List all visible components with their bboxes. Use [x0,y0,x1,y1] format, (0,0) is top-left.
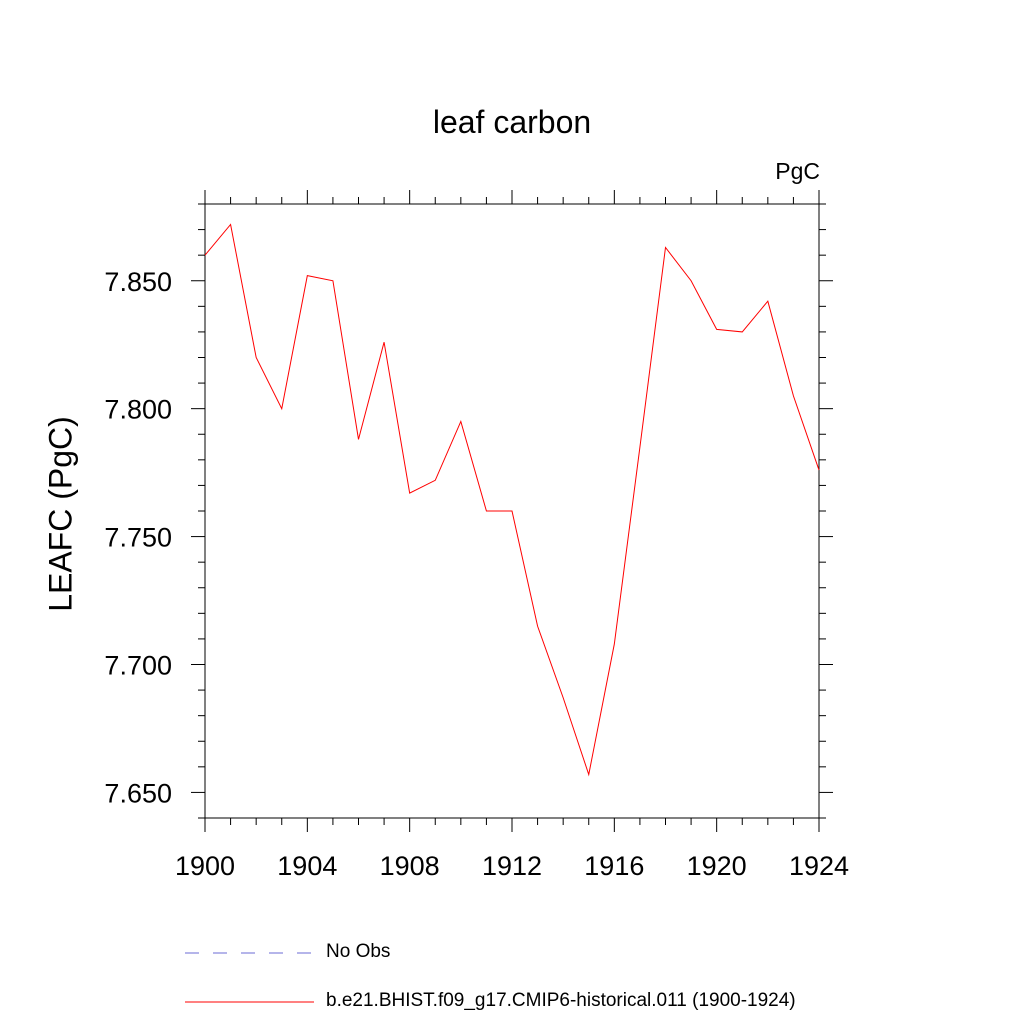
units-label: PgC [775,158,820,184]
x-tick-label: 1912 [482,851,542,881]
y-tick-label: 7.700 [104,651,172,681]
chart-title: leaf carbon [432,104,592,140]
x-tick-label: 1904 [277,851,337,881]
x-tick-label: 1920 [687,851,747,881]
y-tick-label: 7.650 [104,778,172,808]
series-layer [204,223,820,777]
y-tick-label: 7.750 [104,523,172,553]
y-tick-label: 7.800 [104,395,172,425]
legend-label-historical: b.e21.BHIST.f09_g17.CMIP6-historical.011… [326,990,796,1011]
legend-label-no-obs: No Obs [326,941,391,962]
axis-ticks: 1900 1904 1908 1912 1916 1920 1924 7.650 7.700 7.… [104,190,849,881]
x-tick-label: 1900 [175,851,235,881]
series-line [204,223,820,777]
y-tick-label: 7.850 [104,267,172,297]
legend-lines [185,952,314,1003]
x-tick-label: 1924 [789,851,849,881]
x-tick-label: 1916 [584,851,644,881]
x-tick-label: 1908 [380,851,440,881]
